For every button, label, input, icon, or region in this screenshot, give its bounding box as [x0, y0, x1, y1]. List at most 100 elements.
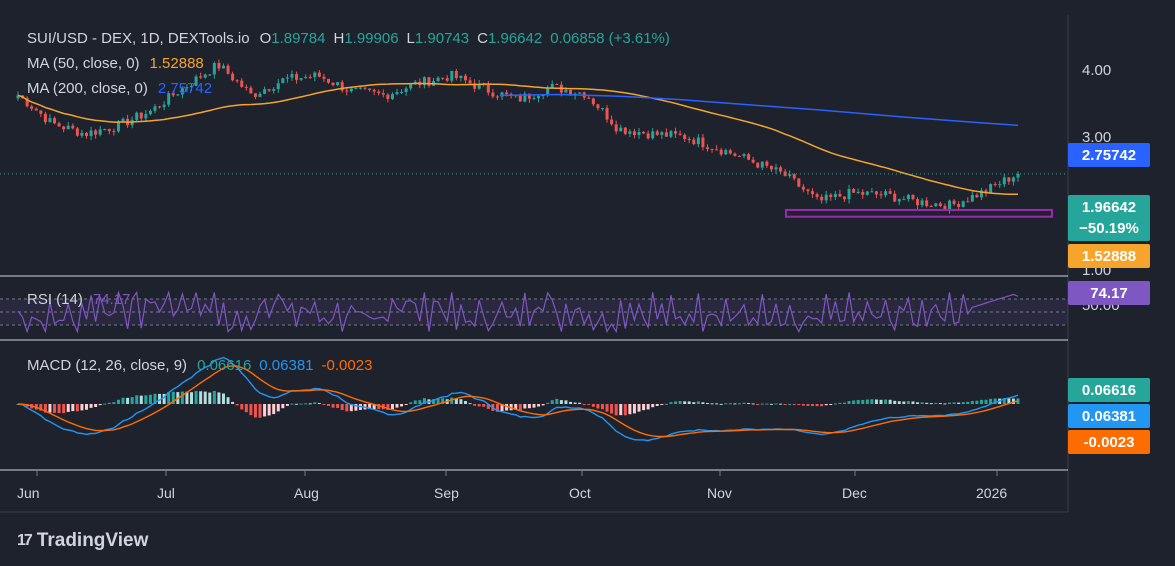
candle-body [16, 95, 20, 99]
candle-body [377, 91, 381, 94]
macd-histogram-bar [879, 399, 883, 404]
macd-histogram-bar [62, 404, 66, 414]
candle-body [226, 65, 230, 74]
candle-body [651, 131, 655, 139]
signal-line [17, 365, 1019, 438]
macd-histogram-bar [952, 402, 956, 404]
candle-body [80, 132, 84, 136]
macd-histogram-bar [742, 402, 746, 404]
macd-histogram-bar [345, 404, 349, 412]
rsi-label: RSI (14) [27, 291, 83, 308]
candle-body [847, 189, 851, 200]
macd-histogram-bar [870, 399, 874, 404]
time-tick: Jul [157, 485, 175, 501]
candle-body [660, 132, 664, 135]
macd-histogram-bar [418, 400, 422, 404]
macd-histogram-bar [80, 404, 84, 411]
macd-histogram-bar [541, 404, 545, 406]
macd-histogram-bar [386, 404, 390, 410]
candle-body [71, 125, 75, 129]
macd-histogram-bar [167, 391, 171, 404]
candle-body [532, 98, 536, 100]
candle-body [240, 80, 244, 87]
macd-histogram-bar [610, 404, 614, 414]
macd-tag: 0.06616 [1068, 378, 1150, 402]
macd-histogram-bar [751, 403, 755, 405]
macd-histogram-bar [829, 404, 833, 405]
candle-body [327, 78, 331, 83]
candle-body [884, 191, 888, 196]
macd-legend[interactable]: MACD (12, 26, close, 9) 0.06616 0.06381 … [27, 357, 372, 374]
macd-histogram-bar [340, 404, 344, 411]
candle-body [874, 191, 878, 195]
candle-body [231, 73, 235, 81]
macd-histogram-bar [281, 404, 285, 409]
candle-body [897, 199, 901, 202]
macd-histogram-bar [285, 404, 289, 406]
candle-body [221, 65, 225, 69]
last-price-tag: 1.96642 −50.19% [1068, 195, 1150, 241]
macd-histogram-bar [148, 394, 152, 404]
candle-body [62, 126, 66, 130]
candle-body [646, 133, 650, 139]
macd-histogram-bar [984, 399, 988, 404]
candle-body [838, 193, 842, 197]
macd-histogram-bar [144, 395, 148, 404]
time-tick: Dec [842, 485, 867, 501]
rsi-legend[interactable]: RSI (14) 74.17 [27, 291, 130, 308]
macd-histogram-bar [212, 390, 216, 404]
macd-histogram-bar [190, 392, 194, 404]
macd-histogram-bar [546, 402, 550, 404]
ma200-legend[interactable]: MA (200, close, 0) 2.75742 [27, 80, 212, 97]
candle-body [934, 203, 938, 207]
candle-body [135, 112, 139, 120]
macd-histogram-bar [614, 404, 618, 416]
macd-histogram-bar [637, 404, 641, 412]
candle-body [98, 129, 102, 135]
macd-histogram-bar [938, 403, 942, 405]
symbol-title[interactable]: SUI/USD - DEX, 1D, DEXTools.io [27, 30, 250, 47]
macd-histogram-bar [600, 404, 604, 410]
candle-body [212, 63, 216, 75]
macd-histogram-bar [244, 404, 248, 413]
candle-body [299, 78, 303, 80]
candle-body [208, 74, 212, 76]
candle-body [409, 83, 413, 89]
macd-histogram-bar [226, 397, 230, 404]
candle-body [952, 200, 956, 205]
macd-histogram-bar [199, 391, 203, 404]
macd-histogram-bar [582, 404, 586, 405]
candle-body [281, 78, 285, 84]
candle-body [737, 155, 741, 157]
macd-histogram-bar [495, 404, 499, 412]
macd-histogram-bar [765, 403, 769, 405]
macd-histogram-bar [468, 403, 472, 405]
candle-body [84, 132, 88, 137]
macd-histogram-bar [861, 399, 865, 404]
macd-histogram-bar [112, 402, 116, 404]
candle-body [162, 104, 166, 107]
candle-body [363, 87, 367, 89]
macd-histogram-bar [669, 402, 673, 404]
ma50-legend[interactable]: MA (50, close, 0) 1.52888 [27, 55, 204, 72]
candle-body [546, 88, 550, 96]
macd-histogram-bar [231, 401, 235, 404]
candle-body [48, 118, 52, 123]
period-change: −50.19% [1079, 220, 1139, 237]
hist-value: -0.0023 [321, 357, 373, 374]
candle-body [774, 167, 778, 170]
candle-body [290, 74, 294, 78]
candle-body [724, 150, 728, 155]
macd-histogram-bar [747, 403, 751, 405]
candle-body [477, 83, 481, 89]
candle-body [304, 77, 308, 79]
candle-body [824, 194, 828, 201]
candle-body [473, 83, 477, 89]
candle-body [185, 87, 189, 89]
candle-body [144, 114, 148, 119]
candle-body [710, 148, 714, 150]
candle-body [349, 88, 353, 92]
macd-histogram-bar [130, 397, 134, 404]
tradingview-brand[interactable]: 17 TradingView [17, 530, 148, 552]
